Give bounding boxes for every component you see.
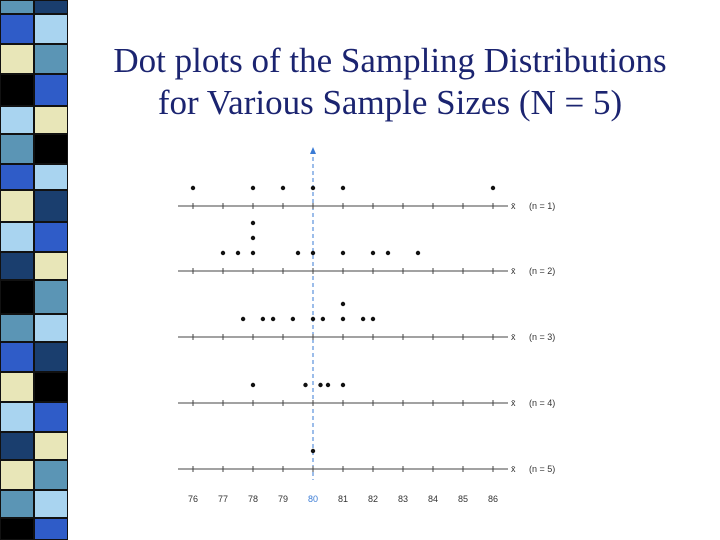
data-point <box>250 220 256 226</box>
sidebar-block <box>34 314 68 342</box>
data-point <box>360 316 366 322</box>
data-point <box>290 316 296 322</box>
sidebar-block <box>34 342 68 372</box>
data-point <box>260 316 266 322</box>
data-point <box>340 185 346 191</box>
row-axis-label: x̄ <box>511 464 516 474</box>
data-point <box>220 250 226 256</box>
sidebar-block <box>34 74 68 106</box>
data-point <box>318 382 323 388</box>
data-point <box>235 250 241 256</box>
x-tick-label: 85 <box>458 494 468 504</box>
sidebar-block <box>34 0 68 14</box>
sidebar-block <box>0 402 34 432</box>
x-tick-label: 78 <box>248 494 258 504</box>
sidebar-block <box>0 0 34 14</box>
x-tick-label: 84 <box>428 494 438 504</box>
row-label: (n = 3) <box>529 332 555 342</box>
sidebar-block <box>0 372 34 402</box>
row-axis-label: x̄ <box>511 266 516 276</box>
sidebar-block <box>0 432 34 460</box>
sidebar-block <box>34 252 68 280</box>
x-tick-label: 86 <box>488 494 498 504</box>
data-point <box>340 250 346 256</box>
data-point <box>310 316 316 322</box>
row-axis-label: x̄ <box>511 398 516 408</box>
data-point <box>250 250 256 256</box>
sidebar-block <box>0 222 34 252</box>
sidebar-block <box>0 164 34 190</box>
row-label: (n = 5) <box>529 464 555 474</box>
sidebar-block <box>0 314 34 342</box>
row-label: (n = 1) <box>529 201 555 211</box>
row-label: (n = 4) <box>529 398 555 408</box>
data-point <box>250 235 256 241</box>
data-point <box>415 250 421 256</box>
sidebar-block <box>34 44 68 74</box>
sidebar-block <box>0 252 34 280</box>
row-label: (n = 2) <box>529 266 555 276</box>
sidebar-block <box>0 74 34 106</box>
data-point <box>370 250 376 256</box>
sidebar-block <box>34 372 68 402</box>
data-point <box>270 316 276 322</box>
title-line-1: Dot plots of the Sampling Distributions <box>113 41 667 80</box>
mean-arrow-icon <box>310 147 316 154</box>
x-tick-label: 76 <box>188 494 198 504</box>
data-point <box>340 382 346 388</box>
sidebar-block <box>34 222 68 252</box>
data-point <box>190 185 196 191</box>
x-tick-label: 77 <box>218 494 228 504</box>
data-point <box>385 250 391 256</box>
data-point <box>490 185 496 191</box>
data-point <box>320 316 326 322</box>
sidebar-block <box>34 490 68 518</box>
sidebar-block <box>34 432 68 460</box>
dot-plot-chart: x̄ (n = 1) x̄ (n = 2) x̄ (n = 3) x̄ (n = 4) x̄ (n… <box>178 147 555 504</box>
sidebar-block <box>34 402 68 432</box>
sidebar-block <box>0 106 34 134</box>
data-point <box>250 382 256 388</box>
data-point <box>250 185 256 191</box>
data-point <box>295 250 301 256</box>
sidebar-block <box>0 190 34 222</box>
sidebar-block <box>34 14 68 44</box>
data-point <box>310 250 316 256</box>
sidebar-block <box>34 280 68 314</box>
sidebar-block <box>34 134 68 164</box>
data-point <box>310 185 316 191</box>
x-tick-label: 83 <box>398 494 408 504</box>
slide-title: Dot plots of the Sampling Distributions … <box>70 40 710 124</box>
title-line-2: for Various Sample Sizes (N = 5) <box>157 83 623 122</box>
x-tick-label: 82 <box>368 494 378 504</box>
decorative-sidebar <box>0 0 68 540</box>
data-point <box>240 316 246 322</box>
x-tick-label: 80 <box>308 494 318 504</box>
sidebar-block <box>0 280 34 314</box>
data-point <box>340 301 346 307</box>
x-tick-label: 79 <box>278 494 288 504</box>
sidebar-block <box>34 460 68 490</box>
sidebar-block <box>0 134 34 164</box>
row-axis-label: x̄ <box>511 332 516 342</box>
sidebar-block <box>0 342 34 372</box>
sidebar-block <box>34 164 68 190</box>
data-point <box>340 316 346 322</box>
sidebar-block <box>34 106 68 134</box>
data-point <box>310 448 316 454</box>
x-tick-label: 81 <box>338 494 348 504</box>
sidebar-block <box>0 44 34 74</box>
row-axis-label: x̄ <box>511 201 516 211</box>
sidebar-block <box>34 518 68 540</box>
sidebar-block <box>0 14 34 44</box>
sidebar-block <box>34 190 68 222</box>
data-point <box>325 382 331 388</box>
sidebar-block <box>0 460 34 490</box>
sidebar-block <box>0 518 34 540</box>
data-point <box>370 316 376 322</box>
data-point <box>280 185 286 191</box>
data-point <box>303 382 308 388</box>
sidebar-block <box>0 490 34 518</box>
